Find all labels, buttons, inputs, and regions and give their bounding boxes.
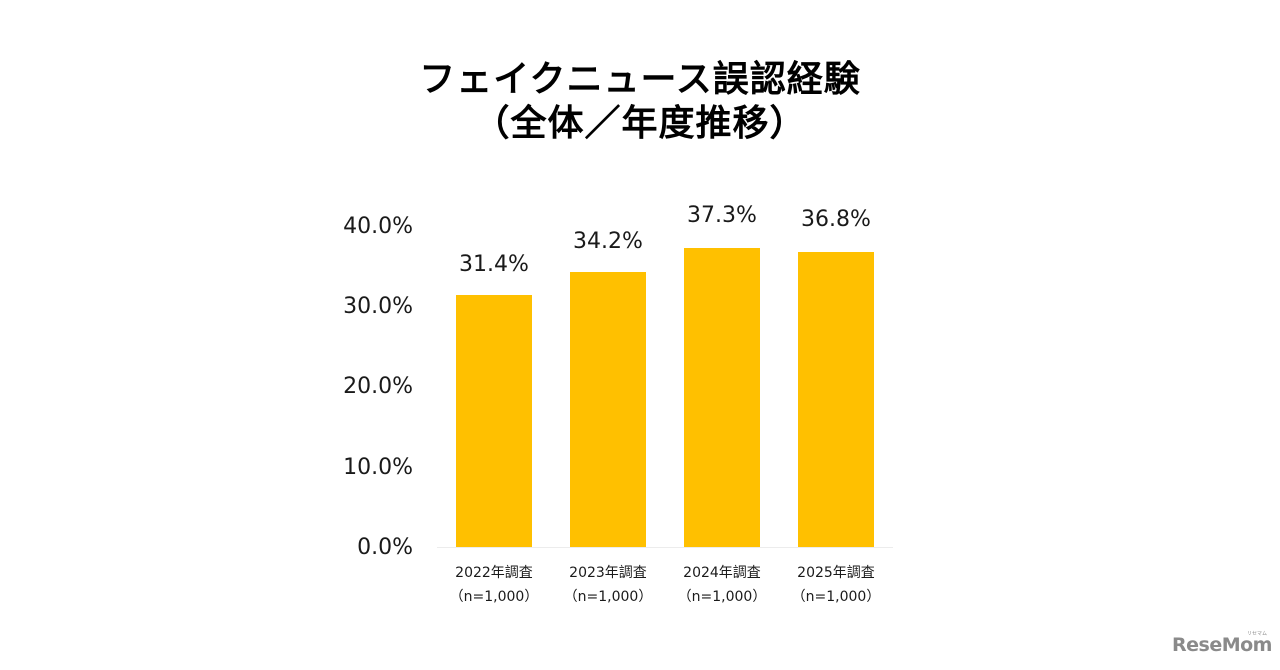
- bar-2022: [456, 295, 532, 547]
- x-category-n: （n=1,000）: [791, 589, 881, 605]
- y-tick-label: 30.0%: [343, 294, 413, 319]
- bar-value-label: 36.8%: [801, 207, 871, 232]
- resemom-logo: ReseMom: [1172, 634, 1272, 656]
- x-category-year: 2025年調査: [797, 565, 875, 581]
- y-tick-label: 0.0%: [357, 535, 413, 560]
- x-category-n: （n=1,000）: [677, 589, 767, 605]
- resemom-logo-sub: リセマム: [1247, 631, 1268, 637]
- bar-value-label: 37.3%: [687, 203, 757, 228]
- x-axis-line: [437, 547, 893, 548]
- y-tick-label: 20.0%: [343, 374, 413, 399]
- bar-2023: [570, 272, 646, 547]
- y-tick-label: 40.0%: [343, 214, 413, 239]
- bar-value-label: 31.4%: [459, 252, 529, 277]
- bar-2025: [798, 252, 874, 547]
- chart-title-line1: フェイクニュース誤認経験: [419, 59, 861, 100]
- bar-value-label: 34.2%: [573, 229, 643, 254]
- x-category-n: （n=1,000）: [563, 589, 653, 605]
- x-category-n: （n=1,000）: [449, 589, 539, 605]
- y-tick-label: 10.0%: [343, 455, 413, 480]
- x-category-year: 2023年調査: [569, 565, 647, 581]
- chart-title-line2: （全体／年度推移）: [473, 103, 807, 144]
- x-category-year: 2022年調査: [455, 565, 533, 581]
- x-category-year: 2024年調査: [683, 565, 761, 581]
- bar-2024: [684, 248, 760, 547]
